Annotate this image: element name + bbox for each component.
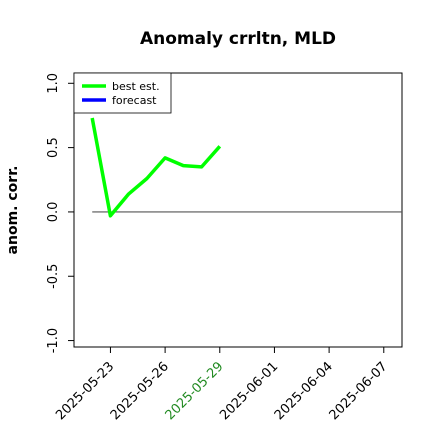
x-tick-label: 2025-06-07 <box>327 359 391 423</box>
chart-title: Anomaly crrltn, MLD <box>140 29 336 49</box>
series-line-0 <box>90 117 222 218</box>
legend-label-0: best est. <box>112 80 160 93</box>
y-axis-label: anom. corr. <box>5 166 21 255</box>
legend: best est.forecast <box>73 72 172 114</box>
axes-frame <box>73 72 403 348</box>
legend-box <box>73 72 172 114</box>
y-tick-label: -1.0 <box>46 328 61 353</box>
y-tick-label: 1.0 <box>46 73 61 94</box>
y-tick-label: 0.0 <box>46 202 61 223</box>
legend-label-1: forecast <box>112 94 157 107</box>
plot-area: -1.0-0.50.00.51.02025-05-232025-05-26202… <box>46 72 403 423</box>
y-tick-label: -0.5 <box>46 264 61 289</box>
y-tick-label: 0.5 <box>46 137 61 158</box>
